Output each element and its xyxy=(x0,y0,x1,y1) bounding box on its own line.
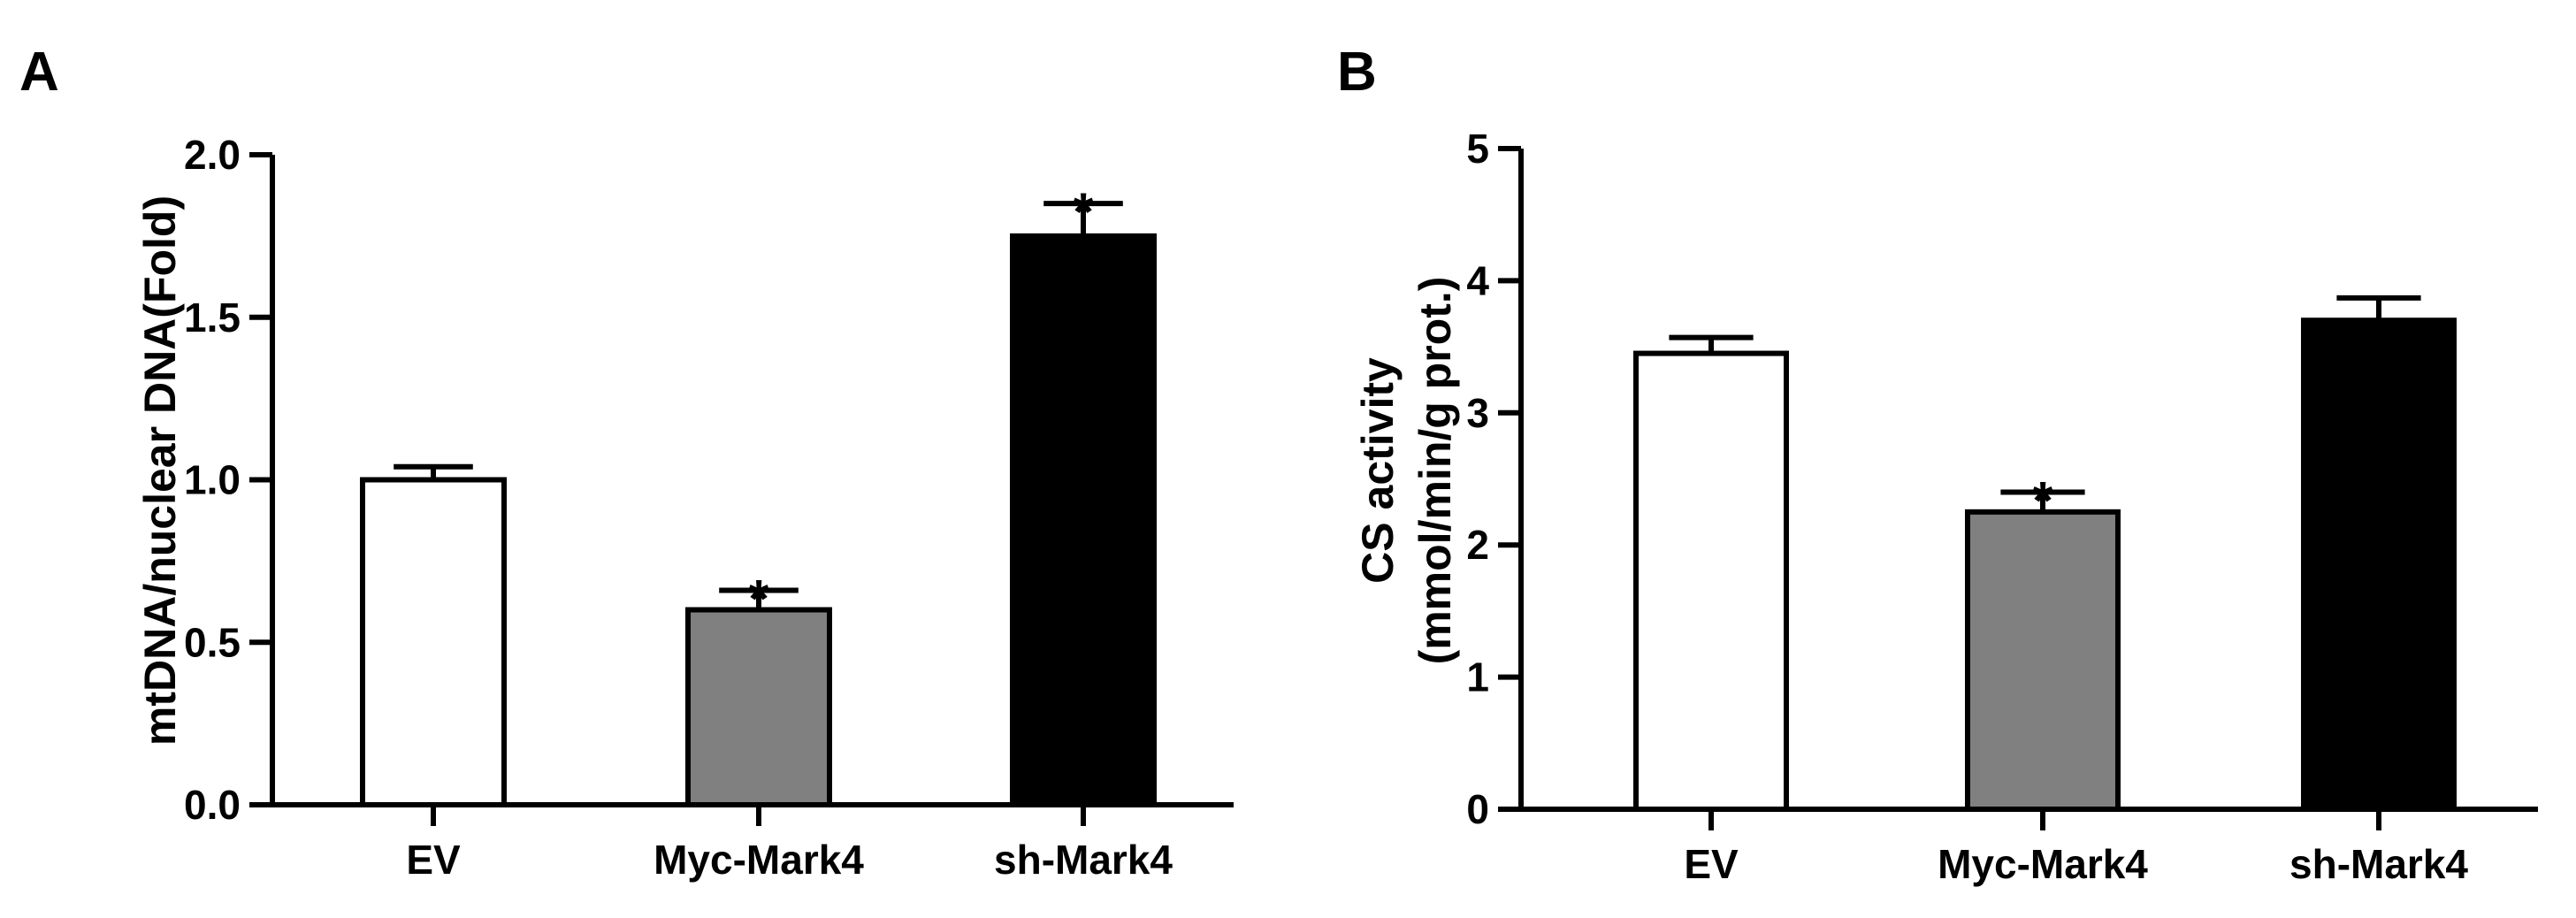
panel-a-y-tick-label: 1.0 xyxy=(184,457,241,503)
panel-a-y-tick-label: 0.0 xyxy=(184,782,241,828)
panel-b-bar xyxy=(1633,350,1789,812)
panel-b-category-label: Myc-Mark4 xyxy=(1938,841,2148,887)
panel-b-bar xyxy=(2301,317,2457,813)
panel-b-y-tick-label: 3 xyxy=(1466,390,1489,436)
panel-a-bar xyxy=(1010,233,1157,807)
panel-b-category-label: sh-Mark4 xyxy=(2289,841,2468,887)
panel-a-category-label: Myc-Mark4 xyxy=(654,837,864,883)
panel-a-y-axis-title: mtDNA/nuclear DNA(Fold) xyxy=(135,195,185,746)
panel-a-bar xyxy=(685,607,832,807)
panel-a-y-tick-label: 0.5 xyxy=(184,619,241,665)
panel-b-y-axis-title-line2: (mmol/min/g prot.) xyxy=(1410,277,1460,665)
panel-b-y-tick-label: 4 xyxy=(1466,257,1489,303)
panel-a-bar xyxy=(360,477,507,807)
panel-b-y-tick-label: 2 xyxy=(1466,522,1489,568)
panel-b-bar xyxy=(1965,509,2121,812)
panel-a-significance-mark: * xyxy=(748,569,769,628)
panel-b-y-tick-label: 0 xyxy=(1466,786,1489,832)
panel-a-y-tick-label: 1.5 xyxy=(184,295,241,340)
panel-b-y-tick-label: 5 xyxy=(1466,126,1489,172)
panel-a-chart: A mtDNA/nuclear DNA(Fold) 0.0 0.5 1.0 1.5 2.… xyxy=(19,42,1234,883)
panel-b-y-axis-title-line1: CS activity xyxy=(1353,357,1403,584)
panel-b-y-tick-label: 1 xyxy=(1466,654,1489,700)
panel-a-category-label: EV xyxy=(406,837,461,883)
panel-b-significance-mark: * xyxy=(2032,470,2053,530)
panel-a-letter: A xyxy=(19,42,59,103)
panel-a-category-label: sh-Mark4 xyxy=(994,837,1173,883)
panel-b-letter: B xyxy=(1337,42,1377,103)
panel-a-significance-mark: * xyxy=(1073,182,1094,241)
panel-a-y-tick-label: 2.0 xyxy=(184,132,241,178)
panel-b-chart: B CS activity (mmol/min/g prot.) 0 1 2 3 4 5 E… xyxy=(1337,42,2538,887)
panel-b-category-label: EV xyxy=(1684,841,1739,887)
